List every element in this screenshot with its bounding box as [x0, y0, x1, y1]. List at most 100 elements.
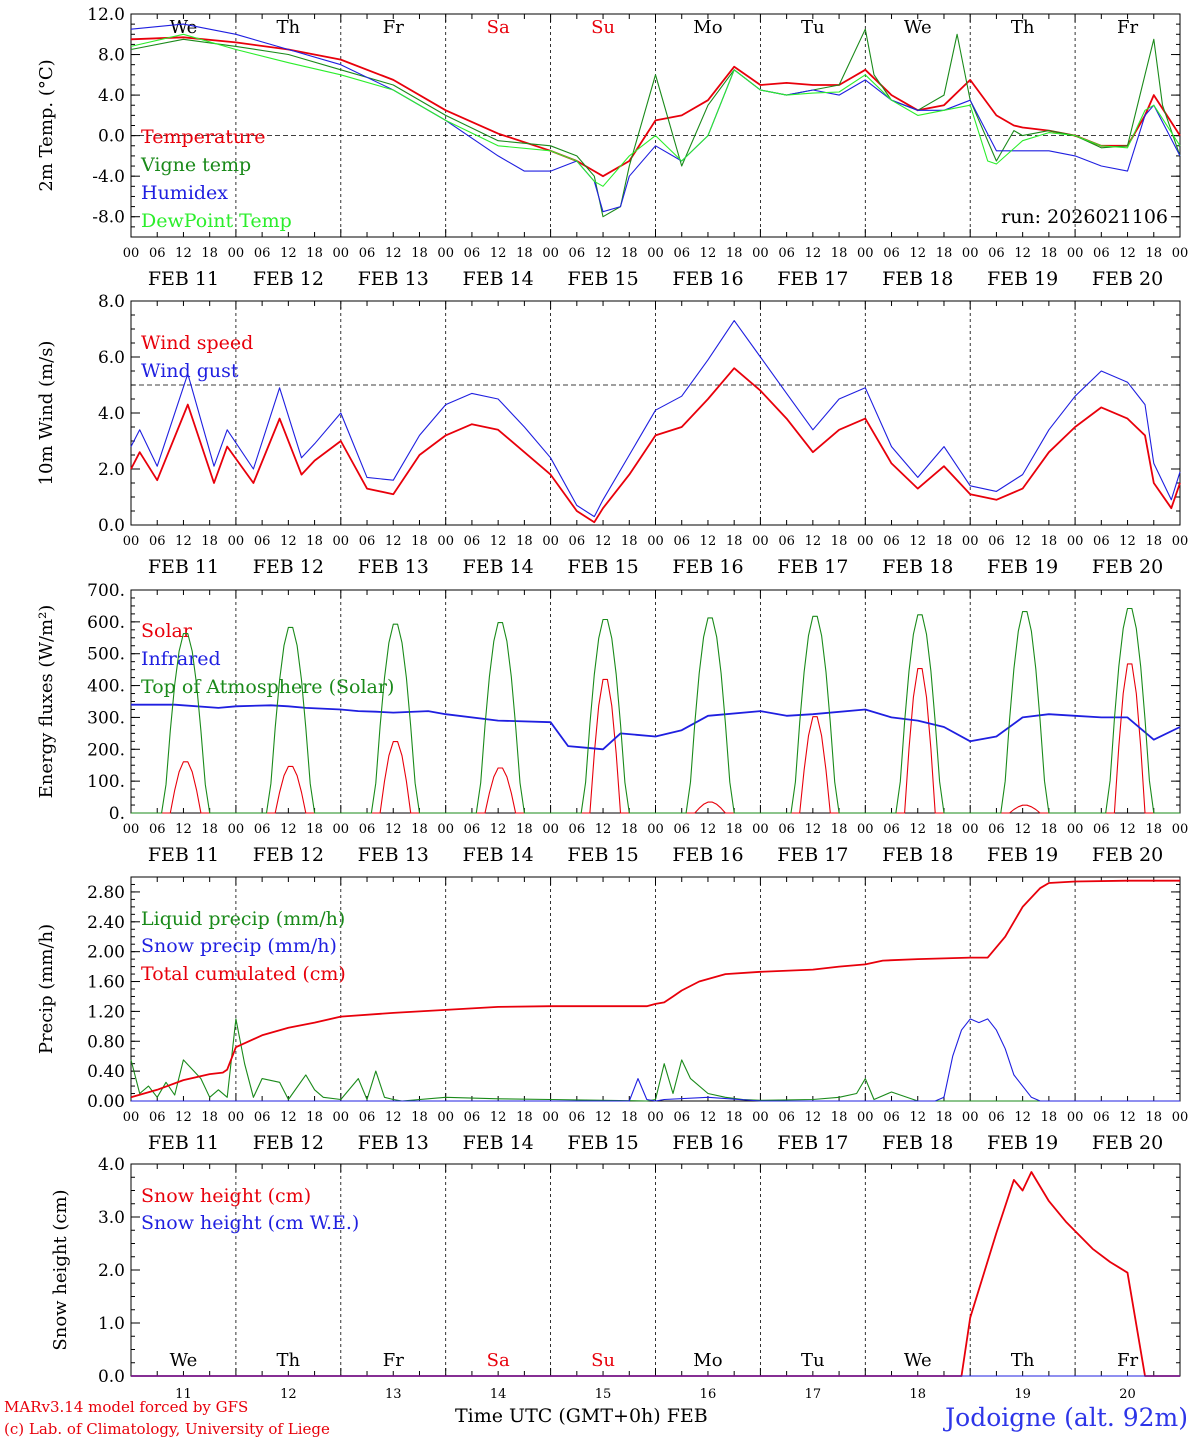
day-abbrev: Th: [1011, 1350, 1035, 1371]
hour-tick-label: 06: [673, 246, 690, 261]
hour-tick-label: 00: [228, 534, 245, 549]
hour-tick-label: 00: [1172, 1110, 1189, 1125]
hour-tick-label: 00: [1067, 822, 1084, 837]
hour-tick-label: 06: [254, 246, 271, 261]
day-number: 14: [490, 1387, 507, 1402]
hour-tick-label: 00: [1172, 822, 1189, 837]
y-tick-label: 8.0: [98, 46, 125, 66]
hour-tick-label: 00: [857, 246, 874, 261]
hour-tick-label: 12: [700, 822, 717, 837]
hour-tick-label: 18: [936, 246, 953, 261]
hour-tick-label: 18: [411, 246, 428, 261]
date-label: FEB 16: [672, 1132, 743, 1154]
y-tick-label: 0.40: [87, 1062, 125, 1082]
hour-tick-label: 06: [673, 1110, 690, 1125]
day-abbrev: Sa: [487, 17, 510, 38]
hour-tick-label: 06: [1093, 246, 1110, 261]
y-tick-label: 400.: [87, 677, 125, 697]
y-axis-label: Snow height (cm): [50, 1189, 71, 1350]
hour-tick-label: 00: [333, 1110, 350, 1125]
y-tick-label: 8.0: [98, 292, 125, 312]
hour-tick-label: 12: [595, 534, 612, 549]
hour-tick-label: 00: [752, 534, 769, 549]
hour-tick-label: 18: [516, 246, 533, 261]
day-number: 17: [805, 1387, 822, 1402]
legend-entry: Wind gust: [141, 360, 239, 382]
hour-tick-label: 06: [778, 246, 795, 261]
hour-tick-label: 06: [149, 822, 166, 837]
hour-tick-label: 12: [1014, 822, 1031, 837]
date-label: FEB 13: [358, 268, 429, 290]
date-label: FEB 13: [358, 1132, 429, 1154]
hour-tick-label: 12: [385, 534, 402, 549]
hour-tick-label: 06: [254, 822, 271, 837]
y-tick-label: 0.0: [98, 1367, 125, 1387]
hour-tick-label: 06: [149, 1110, 166, 1125]
hour-tick-label: 00: [1172, 534, 1189, 549]
hour-tick-label: 12: [595, 1110, 612, 1125]
hour-tick-label: 00: [437, 1110, 454, 1125]
hour-tick-label: 06: [1093, 1110, 1110, 1125]
hour-tick-label: 12: [490, 822, 507, 837]
hour-tick-label: 12: [805, 822, 822, 837]
hour-tick-label: 00: [333, 246, 350, 261]
hour-tick-label: 18: [621, 534, 638, 549]
hour-tick-label: 00: [752, 822, 769, 837]
hour-tick-label: 18: [831, 534, 848, 549]
hour-tick-label: 06: [883, 1110, 900, 1125]
hour-tick-label: 12: [1119, 246, 1136, 261]
y-axis-label: 10m Wind (m/s): [36, 341, 57, 486]
hour-tick-label: 12: [805, 534, 822, 549]
hour-tick-label: 18: [936, 1110, 953, 1125]
date-label: FEB 14: [463, 268, 534, 290]
y-tick-label: 500.: [87, 645, 125, 665]
date-label: FEB 11: [148, 844, 219, 866]
hour-tick-label: 00: [647, 534, 664, 549]
hour-tick-label: 18: [306, 822, 323, 837]
hour-tick-label: 06: [778, 534, 795, 549]
date-label: FEB 14: [463, 556, 534, 578]
hour-tick-label: 18: [1146, 822, 1163, 837]
hour-tick-label: 12: [175, 246, 192, 261]
hour-tick-label: 18: [411, 822, 428, 837]
legend-entry: Total cumulated (cm): [141, 963, 346, 985]
day-abbrev: Th: [277, 17, 301, 38]
hour-tick-label: 00: [1172, 246, 1189, 261]
legend-entry: Snow precip (mm/h): [141, 935, 337, 957]
hour-tick-label: 18: [621, 1110, 638, 1125]
date-label: FEB 14: [463, 1132, 534, 1154]
x-axis-title: Time UTC (GMT+0h) FEB: [455, 1405, 708, 1427]
hour-tick-label: 00: [542, 534, 559, 549]
hour-tick-label: 12: [175, 822, 192, 837]
hour-tick-label: 12: [909, 534, 926, 549]
hour-tick-label: 00: [123, 246, 140, 261]
day-number: 19: [1014, 1387, 1031, 1402]
hour-tick-label: 06: [149, 246, 166, 261]
date-label: FEB 12: [253, 268, 324, 290]
hour-tick-label: 06: [464, 534, 481, 549]
hour-tick-label: 18: [936, 822, 953, 837]
legend-entry: Snow height (cm W.E.): [141, 1212, 359, 1234]
legend-entry: Wind speed: [141, 332, 253, 354]
hour-tick-label: 12: [280, 1110, 297, 1125]
date-label: FEB 16: [672, 268, 743, 290]
date-label: FEB 15: [567, 1132, 638, 1154]
hour-tick-label: 06: [1093, 822, 1110, 837]
date-label: FEB 17: [777, 556, 848, 578]
hour-tick-label: 00: [333, 534, 350, 549]
hour-tick-label: 06: [359, 1110, 376, 1125]
panel-frame: [130, 300, 1181, 526]
hour-tick-label: 12: [595, 822, 612, 837]
date-label: FEB 12: [253, 556, 324, 578]
hour-tick-label: 18: [201, 1110, 218, 1125]
hour-tick-label: 00: [437, 246, 454, 261]
day-abbrev: Fr: [1117, 1350, 1138, 1371]
hour-tick-label: 18: [411, 1110, 428, 1125]
hour-tick-label: 18: [1146, 246, 1163, 261]
hour-tick-label: 00: [857, 534, 874, 549]
hour-tick-label: 18: [1146, 1110, 1163, 1125]
date-label: FEB 12: [253, 844, 324, 866]
date-label: FEB 15: [567, 556, 638, 578]
date-label: FEB 14: [463, 844, 534, 866]
